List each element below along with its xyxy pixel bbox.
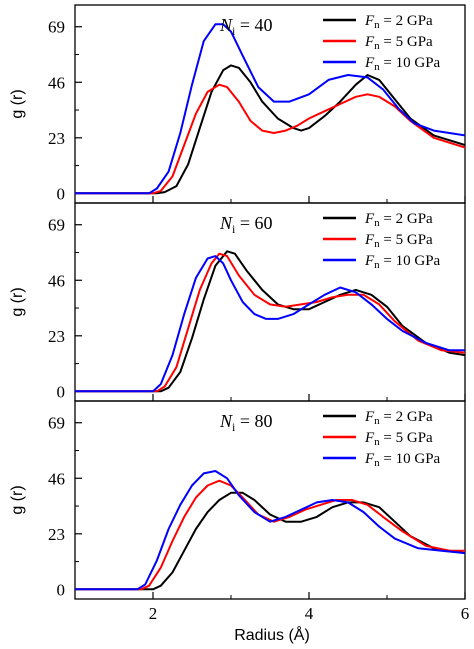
y-tick-label: 46 [48, 469, 65, 488]
x-tick-label: 6 [461, 604, 470, 623]
y-tick-label: 0 [57, 580, 66, 599]
y-tick-label: 23 [48, 327, 65, 346]
legend-entry-2: Fn = 10 GPa [364, 253, 441, 271]
y-tick-label: 23 [48, 129, 65, 148]
legend-entry-0: Fn = 2 GPa [364, 409, 433, 427]
y-tick-label: 69 [48, 414, 65, 433]
x-tick-label: 2 [149, 604, 158, 623]
y-axis-title: g (r) [9, 287, 26, 316]
legend-entry-0: Fn = 2 GPa [364, 13, 433, 31]
y-tick-label: 46 [48, 73, 65, 92]
y-tick-label: 69 [48, 216, 65, 235]
panel-annotation: Ni = 80 [219, 411, 273, 434]
y-tick-label: 0 [57, 382, 66, 401]
legend-entry-1: Fn = 5 GPa [364, 34, 433, 52]
y-axis-title: g (r) [9, 485, 26, 514]
legend-entry-2: Fn = 10 GPa [364, 55, 441, 73]
panel-1: 0 23 46 69 g (r) Ni = 60 Fn = 2 GPa Fn = 5 GPa F… [9, 202, 466, 402]
x-tick-label: 4 [305, 604, 314, 623]
panel-0: 0 23 46 69 g (r) Ni = 40 Fn = 2 GPa Fn = 5 GPa F… [9, 4, 466, 204]
series-line-0 [75, 250, 465, 393]
legend-entry-1: Fn = 5 GPa [364, 232, 433, 250]
legend-entry-1: Fn = 5 GPa [364, 430, 433, 448]
series-line-2 [75, 23, 465, 195]
series-line-0 [75, 491, 465, 591]
x-axis-title: Radius (Å) [234, 625, 310, 644]
panel-annotation: Ni = 60 [219, 213, 273, 236]
y-tick-label: 69 [48, 18, 65, 37]
series-line-1 [75, 479, 465, 591]
series-line-2 [75, 255, 465, 393]
panel-annotation: Ni = 40 [219, 15, 273, 38]
y-tick-label: 46 [48, 271, 65, 290]
series-line-1 [75, 83, 465, 195]
series-line-0 [75, 64, 465, 195]
y-tick-label: 23 [48, 525, 65, 544]
series-line-1 [75, 252, 465, 393]
legend-entry-0: Fn = 2 GPa [364, 211, 433, 229]
y-axis-title: g (r) [9, 89, 26, 118]
legend-entry-2: Fn = 10 GPa [364, 451, 441, 469]
series-line-2 [75, 470, 465, 591]
plot-frame [74, 400, 466, 600]
y-tick-label: 0 [57, 184, 66, 203]
